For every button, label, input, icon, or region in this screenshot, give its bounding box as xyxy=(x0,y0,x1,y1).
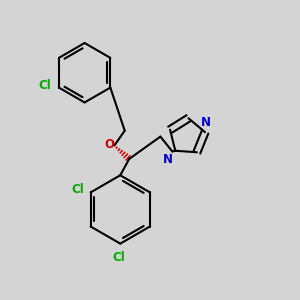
Text: N: N xyxy=(163,153,173,166)
Text: Cl: Cl xyxy=(71,183,84,196)
Text: Cl: Cl xyxy=(112,251,125,264)
Text: N: N xyxy=(201,116,211,129)
Text: O: O xyxy=(104,138,114,151)
Text: Cl: Cl xyxy=(39,79,51,92)
